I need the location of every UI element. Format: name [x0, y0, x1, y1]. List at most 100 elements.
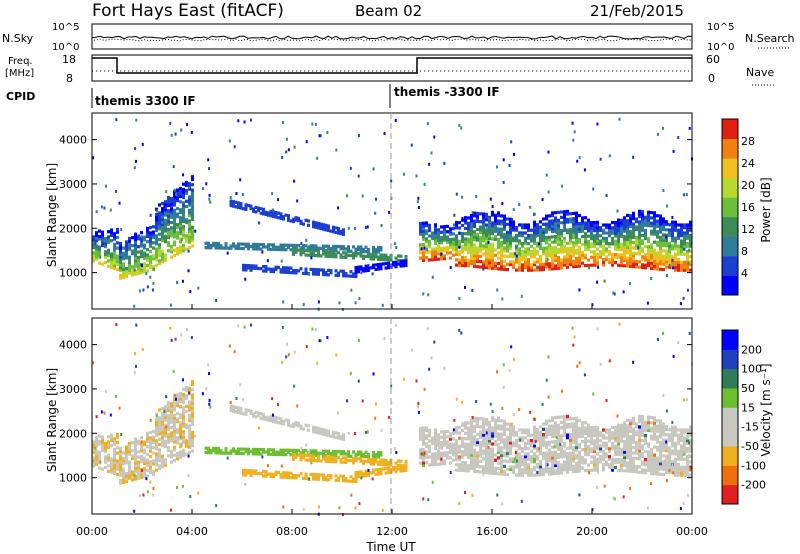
- velocity-cell: [668, 449, 671, 453]
- velocity-cell: [449, 432, 452, 436]
- power-cell: [635, 241, 638, 245]
- velocity-cell: [641, 425, 644, 429]
- velocity-cell: [677, 452, 680, 456]
- power-cell: [688, 126, 691, 130]
- velocity-heatmap: [92, 322, 693, 516]
- velocity-cell: [173, 453, 176, 457]
- power-cell: [494, 213, 497, 217]
- power-cell: [671, 223, 674, 227]
- power-cell: [491, 237, 494, 241]
- power-cell: [527, 247, 530, 251]
- power-cell: [566, 212, 569, 216]
- velocity-cell: [274, 452, 278, 457]
- velocity-cell: [237, 449, 240, 453]
- velocity-cell: [92, 448, 95, 452]
- power-cell: [677, 249, 680, 254]
- velocity-cell: [362, 472, 365, 476]
- power-cell: [560, 266, 563, 270]
- velocity-cell: [647, 466, 650, 470]
- velocity-cell: [683, 447, 686, 451]
- power-cell: [387, 261, 390, 265]
- velocity-cell: [379, 462, 383, 467]
- power-cell: [312, 220, 315, 224]
- power-cell: [299, 219, 303, 223]
- power-cell: [182, 219, 185, 224]
- power-cell: [596, 236, 599, 241]
- velocity-cell: [554, 461, 557, 465]
- power-cell: [294, 218, 298, 222]
- velocity-cell: [566, 417, 569, 421]
- power-cell: [514, 246, 517, 250]
- power-cell: [452, 232, 455, 236]
- power-cell: [107, 240, 110, 244]
- power-cell: [533, 231, 536, 235]
- power-cell: [626, 264, 629, 268]
- power-cell: [134, 248, 137, 252]
- velocity-cell: [252, 452, 255, 456]
- velocity-cell: [590, 447, 593, 451]
- velocity-cell: [422, 447, 425, 452]
- power-cell: [422, 258, 425, 263]
- power-cell: [476, 214, 479, 218]
- velocity-cell: [602, 457, 605, 461]
- power-cell: [638, 228, 641, 232]
- power-cell: [605, 255, 608, 259]
- velocity-cell: [620, 468, 623, 473]
- velocity-cell: [584, 429, 587, 433]
- power-cell: [479, 246, 482, 250]
- power-cell: [334, 269, 338, 273]
- velocity-cell: [167, 408, 170, 413]
- velocity-cell: [269, 448, 273, 452]
- velocity-cell: [277, 421, 280, 425]
- power-cell: [467, 250, 470, 255]
- nsearch-label: N.Search: [745, 32, 795, 45]
- velocity-cell: [300, 446, 303, 450]
- power-cell: [569, 257, 572, 261]
- velocity-cell: [518, 468, 521, 472]
- velocity-cell: [680, 473, 683, 477]
- power-cell: [350, 288, 353, 292]
- velocity-cell: [671, 465, 674, 469]
- power-cell: [662, 238, 665, 242]
- velocity-cell: [249, 473, 253, 477]
- velocity-cell: [299, 451, 303, 455]
- power-cell: [247, 247, 250, 251]
- power-cell: [629, 219, 632, 223]
- velocity-cell: [344, 460, 348, 464]
- power-cell: [622, 290, 625, 294]
- velocity-cell: [668, 465, 671, 469]
- freq-tick-bottom: 8: [66, 72, 73, 85]
- power-cell: [461, 195, 464, 199]
- power-cell: [374, 267, 378, 271]
- power-cell: [686, 231, 689, 235]
- velocity-cell: [683, 439, 686, 443]
- velocity-cell: [252, 414, 255, 418]
- power-cell: [113, 266, 116, 270]
- power-cell: [641, 218, 644, 222]
- power-cell: [277, 265, 280, 270]
- power-cell: [575, 243, 578, 247]
- power-cell: [254, 210, 258, 214]
- velocity-cell: [545, 446, 548, 450]
- velocity-cell: [367, 459, 370, 464]
- power-cell: [179, 230, 182, 234]
- power-cell: [167, 243, 170, 248]
- velocity-cell: [167, 454, 170, 458]
- power-cell: [536, 244, 539, 248]
- power-cell: [653, 264, 656, 268]
- plot-title: Fort Hays East (fitACF): [92, 1, 284, 21]
- power-cell: [461, 223, 464, 228]
- velocity-cell: [485, 433, 488, 437]
- power-cell: [638, 223, 641, 227]
- velocity-cell: [319, 339, 322, 343]
- velocity-cell: [530, 470, 533, 475]
- velocity-cell: [461, 452, 464, 457]
- velocity-cell: [182, 440, 185, 445]
- power-cell: [539, 268, 542, 272]
- power-cell: [467, 229, 470, 233]
- velocity-cell: [433, 340, 436, 344]
- velocity-cell: [587, 423, 590, 427]
- power-cell: [287, 216, 290, 220]
- velocity-cell: [443, 462, 446, 466]
- velocity-cell: [524, 463, 527, 467]
